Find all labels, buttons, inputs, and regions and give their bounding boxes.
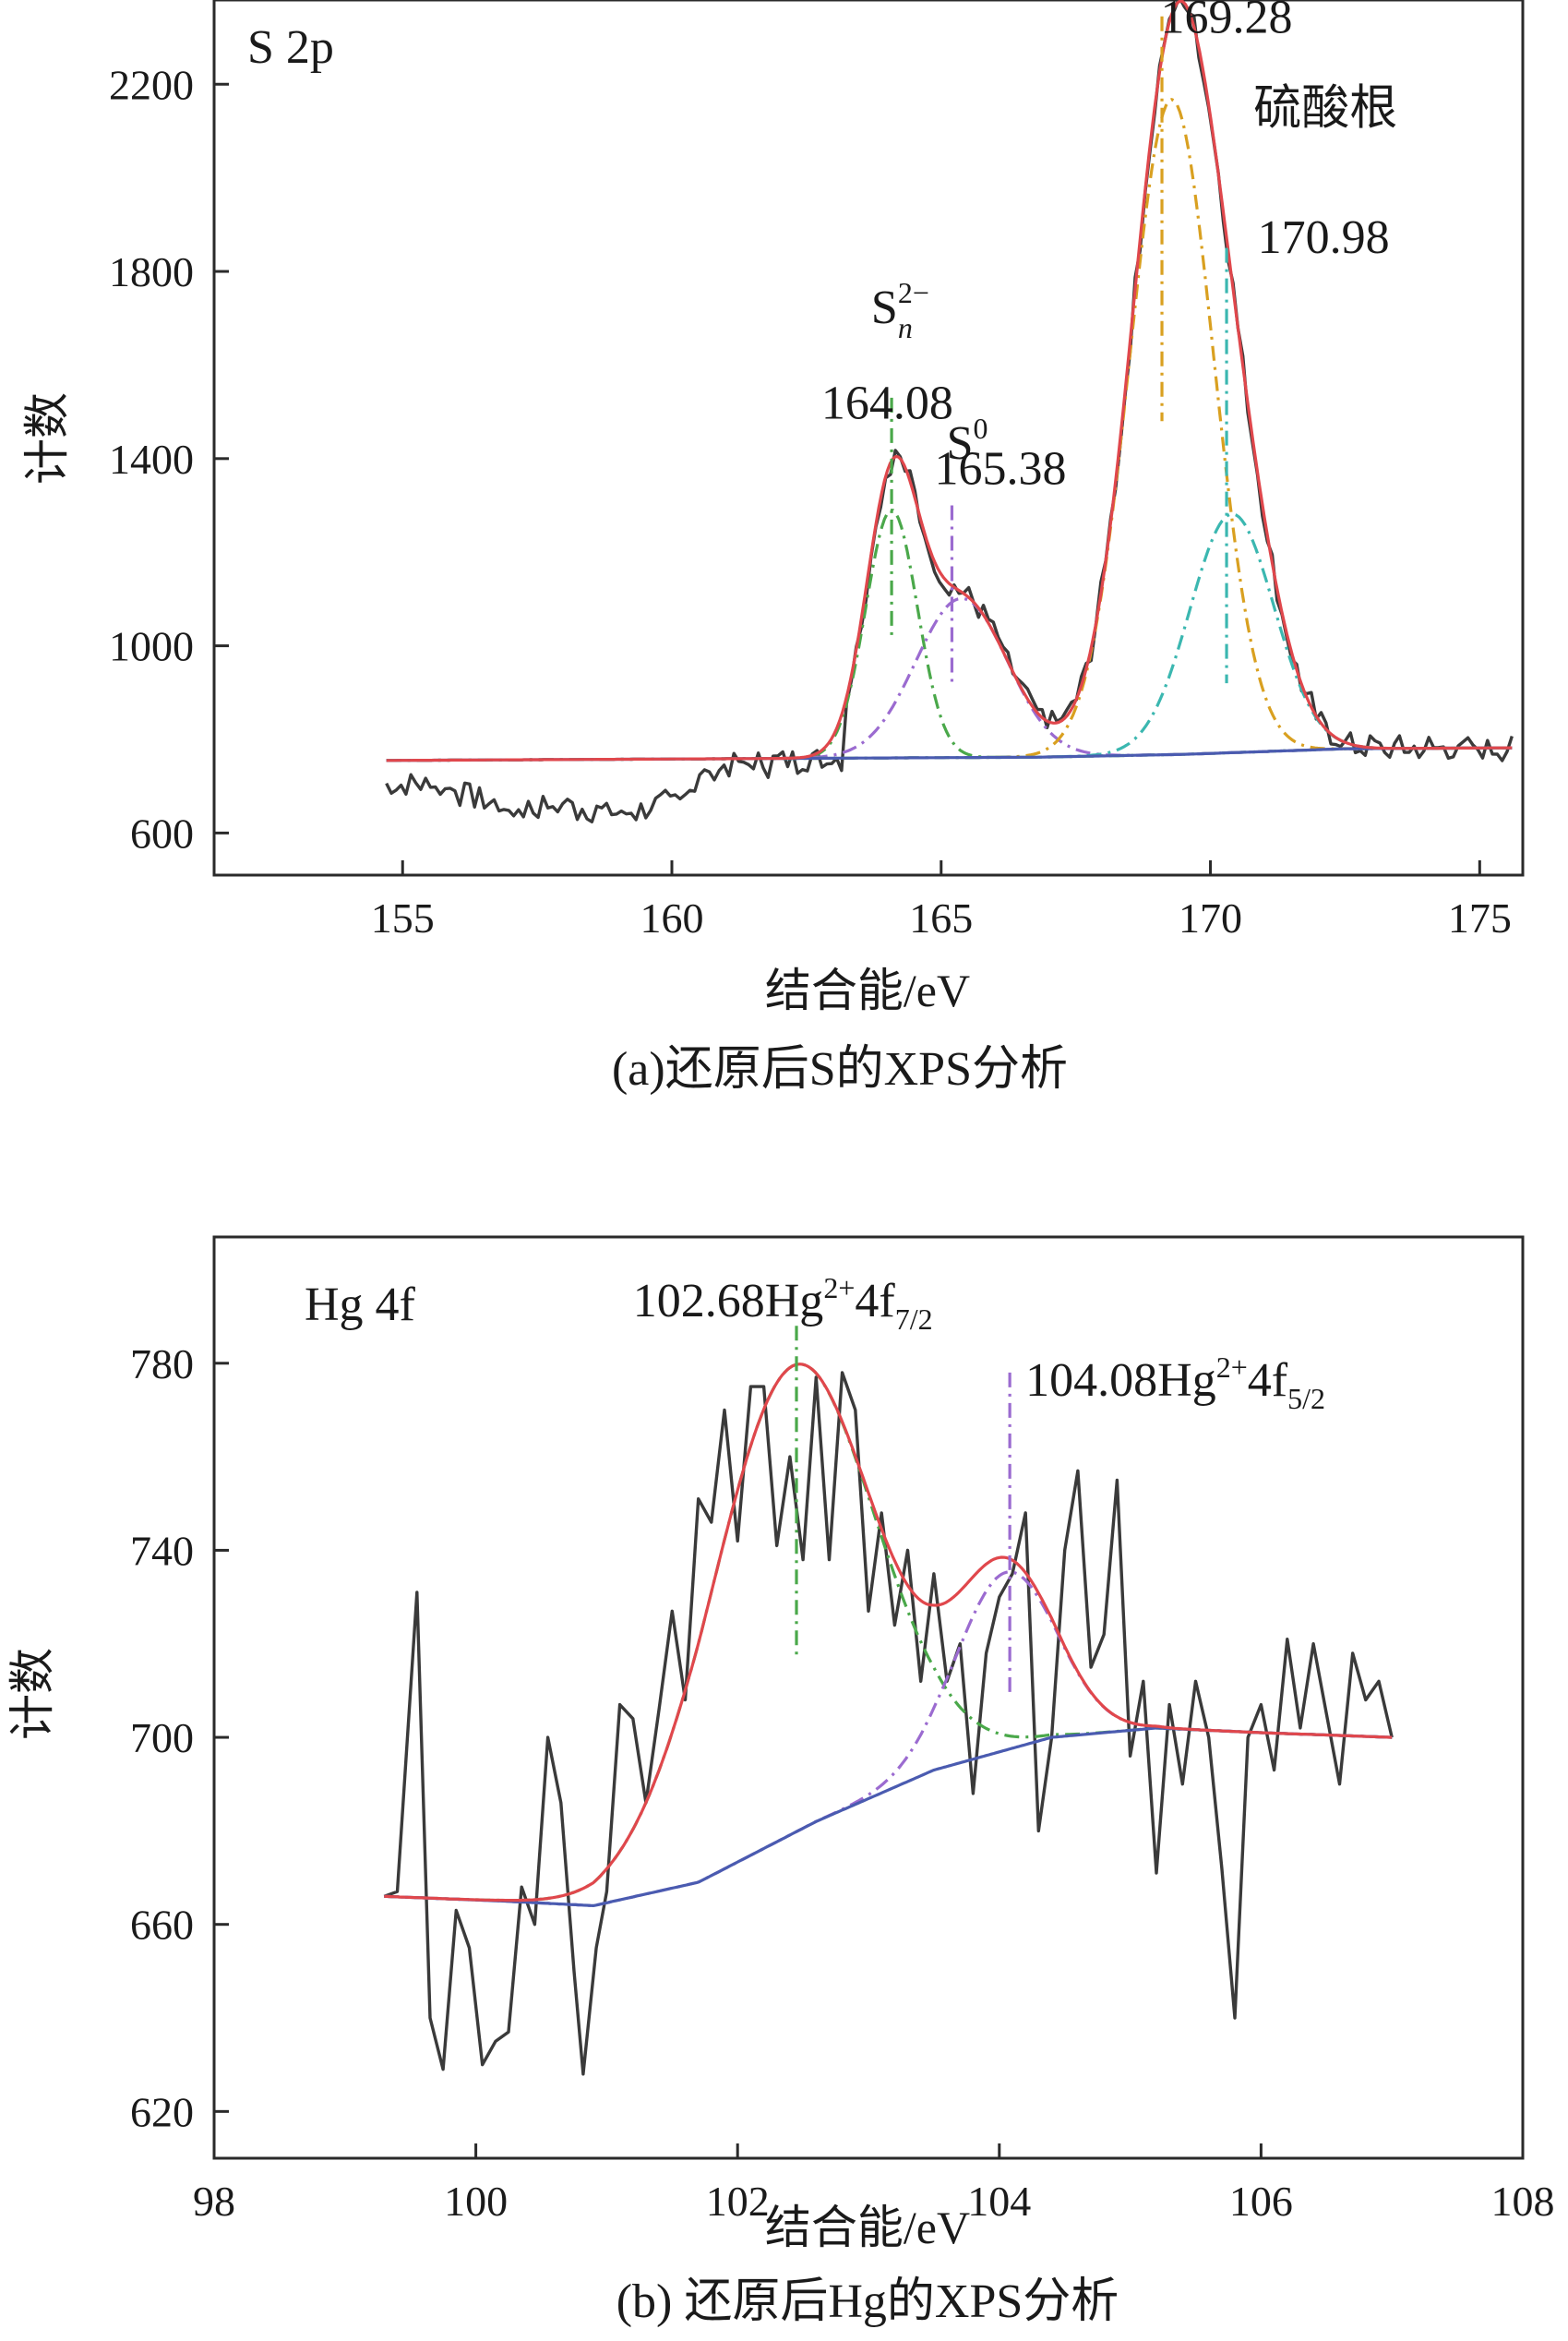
y-tick-label: 620: [130, 2088, 194, 2135]
species-annotation: 硫酸根: [1253, 82, 1397, 135]
annotation-group-a: S2− n S0 硫酸根: [871, 82, 1397, 469]
series-line-hg2-4f5-2-component: [384, 1570, 1393, 1907]
peak-label: 102.68Hg2+4f7/2: [633, 1271, 933, 1336]
y-tick-label: 600: [130, 810, 194, 857]
marker-group-b: 102.68Hg2+4f7/2 104.08Hg2+4f5/2: [633, 1271, 1325, 1696]
y-ticks-b: 620 660 700 740 780: [130, 1340, 229, 2135]
panel-label-a: S 2p: [247, 21, 334, 74]
x-tick-label: 104: [967, 2178, 1031, 2225]
series-group-b: [383, 1363, 1394, 2076]
series-line-hg2-4f7-2-component: [384, 1363, 1393, 1903]
x-tick-label: 170: [1179, 894, 1242, 942]
peak-label: 104.08Hg2+4f5/2: [1025, 1351, 1325, 1415]
y-ticks-a: 600 1000 1400 1800 2200: [109, 61, 229, 857]
y-tick-label: 780: [130, 1340, 194, 1387]
plot-frame-b: [212, 1235, 1525, 2160]
marker-group-a: 164.08 165.38 169.28 170.98: [821, 0, 1390, 684]
y-tick-label: 1400: [109, 436, 194, 483]
panel-label-b: Hg 4f: [305, 1279, 416, 1331]
peak-label: 164.08: [821, 378, 953, 430]
y-tick-label: 1000: [109, 623, 194, 670]
x-tick-label: 106: [1229, 2178, 1293, 2225]
x-axis-label-b: 结合能/eV: [765, 2202, 970, 2253]
peak-label: 165.38: [934, 443, 1066, 496]
y-axis-label-b: 计数: [6, 1648, 58, 1740]
x-tick-label: 165: [909, 894, 973, 942]
x-tick-label: 98: [193, 2178, 235, 2225]
species-annotation: S0: [947, 412, 988, 470]
series-line-raw: [383, 1371, 1394, 2076]
series-line-envelope: [384, 1363, 1393, 1903]
series-line-raw: [385, 0, 1514, 823]
caption-a: (a)还原后S的XPS分析: [612, 1043, 1068, 1096]
y-axis-label-a: 计数: [21, 392, 73, 485]
series-line-sn2-component: [386, 509, 1513, 762]
y-tick-label: 1800: [109, 248, 194, 295]
chart-panel-a: 600 1000 1400 1800 2200 155 160 165 170 175 164.…: [21, 0, 1525, 1096]
species-annotation: S2− n: [871, 276, 929, 344]
y-tick-label: 700: [130, 1714, 194, 1761]
x-ticks-a: 155 160 165 170 175: [371, 860, 1512, 942]
x-tick-label: 100: [444, 2178, 508, 2225]
x-ticks-b: 98 100 102 104 106 108: [193, 2143, 1555, 2225]
series-group-a: [385, 0, 1514, 823]
chart-panel-b: 620 660 700 740 780 98 100 102 104 106 108 102.68…: [6, 1235, 1555, 2328]
series-line-170-98-component: [386, 512, 1513, 762]
x-tick-label: 108: [1491, 2178, 1555, 2225]
x-tick-label: 160: [640, 894, 704, 942]
caption-b: (b) 还原后Hg的XPS分析: [616, 2275, 1119, 2328]
x-tick-label: 155: [371, 894, 435, 942]
x-axis-label-a: 结合能/eV: [765, 965, 970, 1016]
series-line-envelope: [386, 0, 1513, 762]
peak-label: 170.98: [1258, 211, 1390, 264]
x-tick-label: 102: [706, 2178, 770, 2225]
y-tick-label: 740: [130, 1527, 194, 1574]
y-tick-label: 660: [130, 1902, 194, 1949]
y-tick-label: 2200: [109, 61, 194, 108]
plot-frame-a: [212, 0, 1525, 877]
peak-label: 169.28: [1161, 0, 1293, 43]
x-tick-label: 175: [1448, 894, 1512, 942]
